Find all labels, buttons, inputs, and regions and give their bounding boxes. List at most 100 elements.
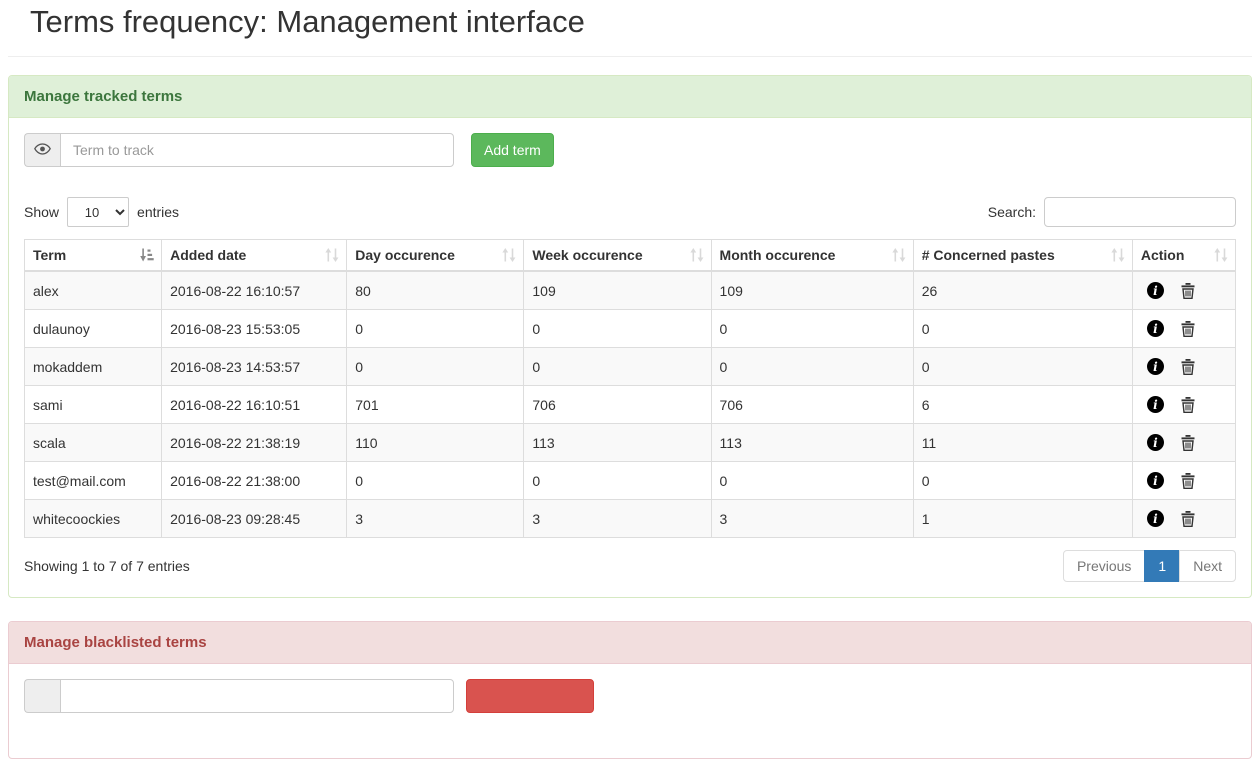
sort-icon [325,248,339,265]
concerned-pastes-cell: 26 [913,271,1132,310]
info-icon[interactable] [1147,320,1164,337]
page-title: Terms frequency: Management interface [30,4,1230,40]
info-icon[interactable] [1147,282,1164,299]
day-occurence-cell: 110 [347,424,524,462]
month-occurence-cell: 109 [711,271,913,310]
datatable-controls: Show 10 entries Search: [24,197,1236,227]
term-to-track-input[interactable] [60,133,454,167]
added-date-cell: 2016-08-23 09:28:45 [162,500,347,538]
table-info-text: Showing 1 to 7 of 7 entries [24,558,190,574]
pagination-page-1[interactable]: 1 [1144,550,1180,582]
concerned-pastes-cell: 0 [913,462,1132,500]
actions-cell [1141,434,1227,451]
blacklist-input-group [24,679,454,713]
column-header-day-occurence[interactable]: Day occurence [347,240,524,272]
term-cell: sami [25,386,162,424]
info-icon[interactable] [1147,434,1164,451]
entries-label: entries [137,204,179,220]
table-row: scala 2016-08-22 21:38:19 110 113 113 11 [25,424,1236,462]
month-occurence-cell: 113 [711,424,913,462]
month-occurence-cell: 706 [711,386,913,424]
actions-cell [1141,510,1227,527]
info-icon[interactable] [1147,510,1164,527]
info-icon[interactable] [1147,472,1164,489]
table-row: sami 2016-08-22 16:10:51 701 706 706 6 [25,386,1236,424]
day-occurence-cell: 3 [347,500,524,538]
add-term-button[interactable]: Add term [471,133,554,167]
info-icon[interactable] [1147,396,1164,413]
add-term-row: Add term [24,133,1236,167]
day-occurence-cell: 0 [347,462,524,500]
table-header-row: Term Added date [25,240,1236,272]
column-header-month-occurence[interactable]: Month occurence [711,240,913,272]
week-occurence-cell: 706 [524,386,711,424]
tracked-terms-panel: Manage tracked terms Add term Show [8,75,1252,598]
blacklisted-terms-panel-body [9,664,1251,758]
trash-icon[interactable] [1181,283,1195,299]
pagination: Previous 1 Next [1063,550,1236,582]
week-occurence-cell: 0 [524,348,711,386]
trash-icon[interactable] [1181,397,1195,413]
sort-icon [1111,248,1125,265]
actions-cell [1141,396,1227,413]
column-header-added-date[interactable]: Added date [162,240,347,272]
column-header-concerned-pastes[interactable]: # Concerned pastes [913,240,1132,272]
day-occurence-cell: 0 [347,310,524,348]
week-occurence-cell: 3 [524,500,711,538]
added-date-cell: 2016-08-22 16:10:51 [162,386,347,424]
sort-ascending-icon [140,248,154,265]
table-row: alex 2016-08-22 16:10:57 80 109 109 26 [25,271,1236,310]
term-cell: scala [25,424,162,462]
trash-icon[interactable] [1181,359,1195,375]
added-date-cell: 2016-08-22 16:10:57 [162,271,347,310]
table-row: mokaddem 2016-08-23 14:53:57 0 0 0 0 [25,348,1236,386]
trash-icon[interactable] [1181,511,1195,527]
tracked-terms-table: Term Added date [24,239,1236,538]
search-control: Search: [988,197,1236,227]
show-label: Show [24,204,59,220]
column-header-action[interactable]: Action [1132,240,1235,272]
sort-icon [690,248,704,265]
week-occurence-cell: 0 [524,310,711,348]
table-row: dulaunoy 2016-08-23 15:53:05 0 0 0 0 [25,310,1236,348]
concerned-pastes-cell: 11 [913,424,1132,462]
search-input[interactable] [1044,197,1236,227]
pagination-previous[interactable]: Previous [1063,550,1145,582]
added-date-cell: 2016-08-22 21:38:00 [162,462,347,500]
month-occurence-cell: 3 [711,500,913,538]
term-cell: test@mail.com [25,462,162,500]
trash-icon[interactable] [1181,321,1195,337]
blacklist-term-button[interactable] [466,679,594,713]
term-cell: alex [25,271,162,310]
column-header-term[interactable]: Term [25,240,162,272]
actions-cell [1141,320,1227,337]
datatable-footer: Showing 1 to 7 of 7 entries Previous 1 N… [24,550,1236,582]
actions-cell [1141,472,1227,489]
term-input-group [24,133,454,167]
sort-icon [892,248,906,265]
info-icon[interactable] [1147,358,1164,375]
blacklisted-terms-panel: Manage blacklisted terms [8,621,1252,759]
concerned-pastes-cell: 0 [913,310,1132,348]
concerned-pastes-cell: 6 [913,386,1132,424]
sort-icon [1214,248,1228,265]
term-cell: dulaunoy [25,310,162,348]
tracked-terms-panel-body: Add term Show 10 entries Search: [9,118,1251,597]
trash-icon[interactable] [1181,473,1195,489]
added-date-cell: 2016-08-23 15:53:05 [162,310,347,348]
term-to-blacklist-input[interactable] [60,679,454,713]
table-row: whitecoockies 2016-08-23 09:28:45 3 3 3 … [25,500,1236,538]
concerned-pastes-cell: 1 [913,500,1132,538]
search-label: Search: [988,204,1036,220]
pagination-next[interactable]: Next [1179,550,1236,582]
sort-icon [502,248,516,265]
page-length-control: Show 10 entries [24,197,179,227]
page-length-select[interactable]: 10 [67,197,129,227]
month-occurence-cell: 0 [711,462,913,500]
column-header-week-occurence[interactable]: Week occurence [524,240,711,272]
day-occurence-cell: 701 [347,386,524,424]
trash-icon[interactable] [1181,435,1195,451]
day-occurence-cell: 0 [347,348,524,386]
week-occurence-cell: 109 [524,271,711,310]
month-occurence-cell: 0 [711,348,913,386]
